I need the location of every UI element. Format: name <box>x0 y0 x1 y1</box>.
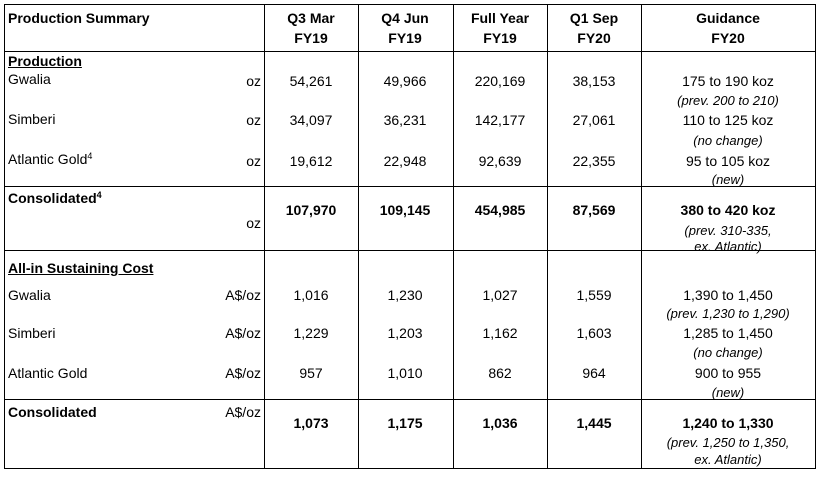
value-cell-q4: 1,175 <box>387 415 423 431</box>
value-cell-q4: 1,203 <box>387 325 423 341</box>
unit-cell: oz <box>246 112 261 128</box>
value-cell-fy: 142,177 <box>474 112 526 128</box>
value-cell-fy: 454,985 <box>474 202 526 218</box>
value-cell-q4: 1,230 <box>387 287 423 303</box>
value-cell-q1: 27,061 <box>572 112 616 128</box>
production-consolidated-top-line <box>4 186 816 187</box>
row-label-consolidated: Consolidated <box>8 404 97 420</box>
border-left <box>4 4 5 469</box>
row-label-atlantic-gold: Atlantic Gold <box>8 365 88 381</box>
value-cell-fy: 220,169 <box>474 73 526 89</box>
guidance-note: (new) <box>711 385 745 400</box>
guidance-note: (prev. 1,230 to 1,290) <box>666 306 790 321</box>
col-header-fy-line2: FY19 <box>483 30 517 46</box>
value-cell-q4: 22,948 <box>383 153 427 169</box>
value-cell-q1: 38,153 <box>572 73 616 89</box>
row-label-simberi: Simberi <box>8 325 56 341</box>
col-divider-1 <box>264 4 265 469</box>
col-header-q1-line2: FY20 <box>577 30 611 46</box>
footnote-marker: 4 <box>87 151 93 161</box>
border-bottom <box>4 468 816 469</box>
row-label-gwalia: Gwalia <box>8 287 51 303</box>
row-label-atlantic-gold: Atlantic Gold4 <box>8 151 92 168</box>
value-cell-q1: 1,559 <box>576 287 612 303</box>
guidance-cell: 1,285 to 1,450 <box>683 325 773 341</box>
col-header-q4-line2: FY19 <box>388 30 422 46</box>
unit-cell: oz <box>246 73 261 89</box>
col-header-q3-line2: FY19 <box>294 30 328 46</box>
guidance-note: ex. Atlantic) <box>694 452 762 467</box>
value-cell-q3: 1,229 <box>293 325 329 341</box>
col-divider-2 <box>358 4 359 469</box>
unit-cell: A$/oz <box>225 287 261 303</box>
value-cell-q1: 1,445 <box>576 415 612 431</box>
col-header-guidance-line1: Guidance <box>696 10 760 26</box>
value-cell-q4: 109,145 <box>379 202 431 218</box>
col-divider-4 <box>547 4 548 469</box>
value-cell-fy: 1,036 <box>482 415 518 431</box>
guidance-note: (prev. 310-335, <box>684 223 772 238</box>
guidance-cell: 380 to 420 koz <box>680 202 776 218</box>
production-section-divider <box>4 250 816 251</box>
col-header-q1-line1: Q1 Sep <box>569 10 619 26</box>
border-right <box>815 4 816 469</box>
value-cell-fy: 1,027 <box>482 287 518 303</box>
value-cell-fy: 1,162 <box>482 325 518 341</box>
section-title-aisc: All-in Sustaining Cost <box>8 260 154 276</box>
value-cell-fy: 92,639 <box>478 153 522 169</box>
guidance-cell: 110 to 125 koz <box>682 112 774 128</box>
col-header-fy-line1: Full Year <box>470 10 530 26</box>
col-header-q4-line1: Q4 Jun <box>381 10 429 26</box>
guidance-note: (no change) <box>693 133 763 148</box>
col-divider-5 <box>641 4 642 469</box>
aisc-consolidated-top-line <box>4 399 816 400</box>
value-cell-fy: 862 <box>488 365 512 381</box>
guidance-note: (new) <box>711 172 745 187</box>
border-top <box>4 4 816 5</box>
guidance-cell: 175 to 190 koz <box>682 73 774 89</box>
value-cell-q3: 54,261 <box>289 73 333 89</box>
header-divider <box>4 51 816 52</box>
guidance-cell: 1,390 to 1,450 <box>683 287 773 303</box>
unit-cell: A$/oz <box>225 325 261 341</box>
guidance-note: (prev. 200 to 210) <box>677 93 779 108</box>
unit-cell: A$/oz <box>225 404 261 420</box>
guidance-note: (prev. 1,250 to 1,350, <box>666 435 790 450</box>
value-cell-q1: 22,355 <box>572 153 616 169</box>
value-cell-q1: 87,569 <box>572 202 616 218</box>
unit-cell: oz <box>246 153 261 169</box>
footnote-marker: 4 <box>96 190 102 200</box>
value-cell-q4: 1,010 <box>387 365 423 381</box>
row-label-text: Atlantic Gold <box>8 151 88 167</box>
value-cell-q3: 19,612 <box>289 153 333 169</box>
guidance-cell: 1,240 to 1,330 <box>682 415 774 431</box>
value-cell-q3: 957 <box>299 365 323 381</box>
value-cell-q4: 36,231 <box>383 112 427 128</box>
col-divider-3 <box>453 4 454 469</box>
col-header-guidance-line2: FY20 <box>711 30 745 46</box>
unit-cell: oz <box>246 215 261 231</box>
row-label-gwalia: Gwalia <box>8 71 51 87</box>
guidance-note: (no change) <box>693 345 763 360</box>
guidance-cell: 900 to 955 <box>694 365 762 381</box>
value-cell-q3: 34,097 <box>289 112 333 128</box>
row-label-consolidated: Consolidated4 <box>8 190 102 207</box>
value-cell-q1: 964 <box>582 365 606 381</box>
section-title-production: Production <box>8 53 82 69</box>
col-header-q3-line1: Q3 Mar <box>287 10 335 26</box>
guidance-note: ex. Atlantic) <box>694 239 762 254</box>
value-cell-q4: 49,966 <box>383 73 427 89</box>
value-cell-q3: 107,970 <box>285 202 337 218</box>
table-title: Production Summary <box>8 10 150 26</box>
row-label-text: Consolidated <box>8 190 97 206</box>
value-cell-q3: 1,073 <box>293 415 329 431</box>
row-label-simberi: Simberi <box>8 111 56 127</box>
unit-cell: A$/oz <box>225 365 261 381</box>
value-cell-q1: 1,603 <box>576 325 612 341</box>
guidance-cell: 95 to 105 koz <box>685 153 771 169</box>
value-cell-q3: 1,016 <box>293 287 329 303</box>
